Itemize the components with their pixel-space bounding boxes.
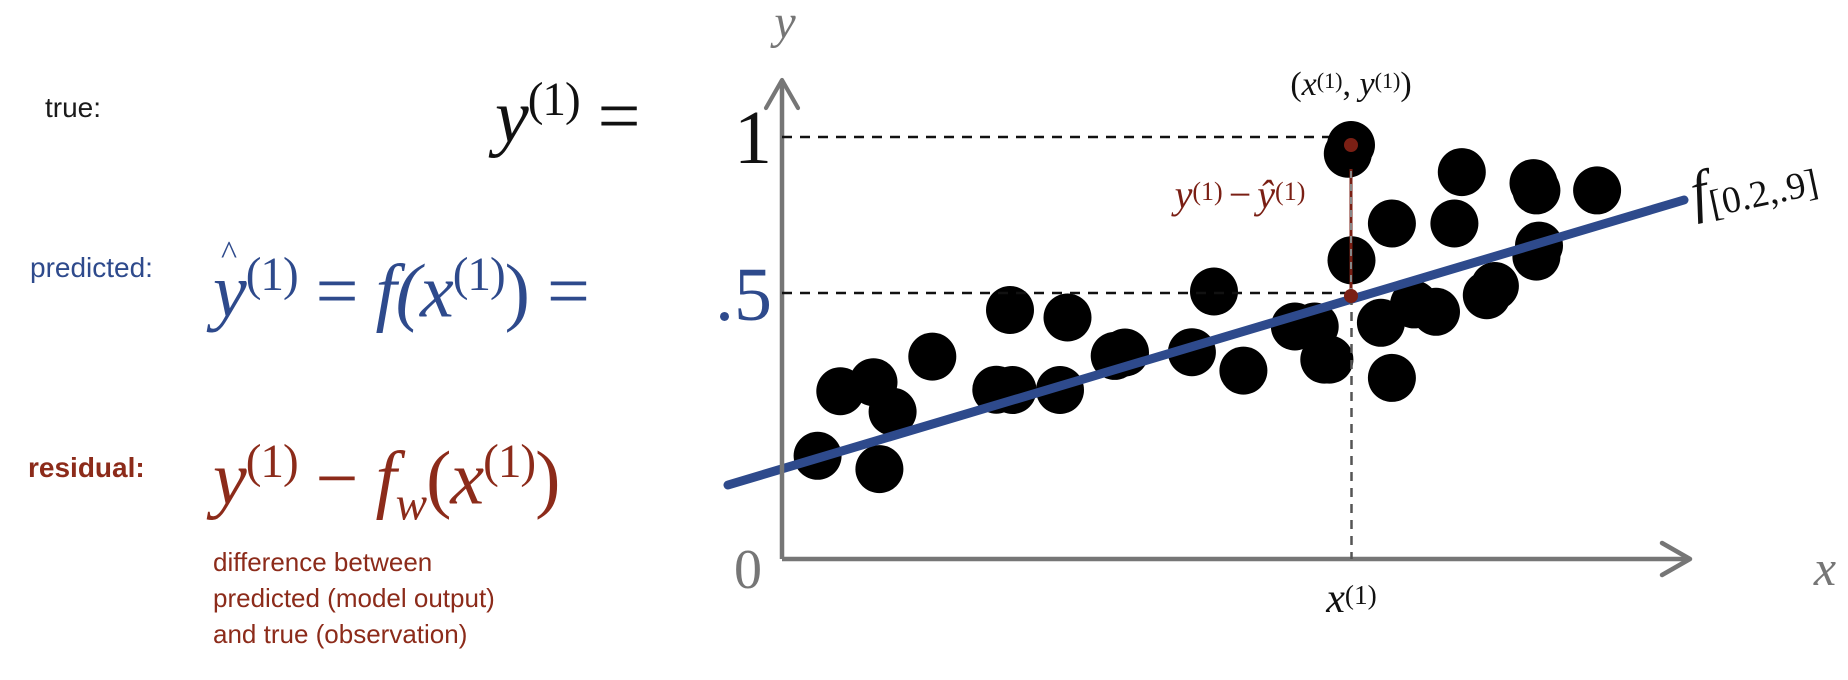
svg-text:y: y bbox=[769, 0, 796, 49]
svg-text:0: 0 bbox=[734, 539, 762, 601]
svg-text:1: 1 bbox=[734, 96, 772, 180]
svg-text:y(1)−ŷ(1): y(1) − ŷ(1) bbox=[1171, 172, 1306, 217]
svg-text:x(1): x(1) bbox=[1325, 576, 1377, 622]
svg-text:(x(1), y(1)): (x(1), y(1)) bbox=[1290, 66, 1411, 103]
svg-text:x: x bbox=[1813, 540, 1836, 596]
svg-text:f[0.2,.9]: f[0.2,.9] bbox=[1684, 135, 1822, 228]
svg-text:.5: .5 bbox=[715, 253, 772, 337]
